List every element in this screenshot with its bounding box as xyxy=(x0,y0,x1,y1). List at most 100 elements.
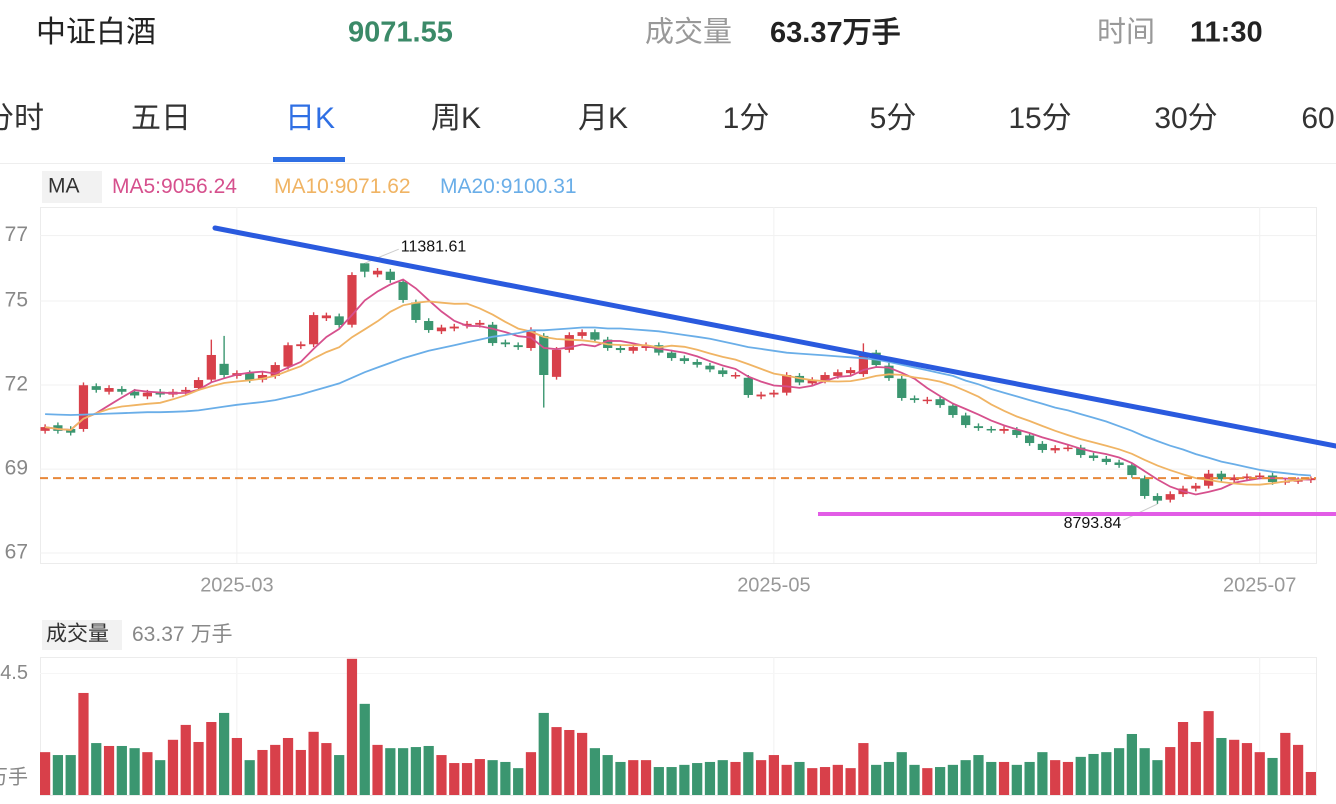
candle-body xyxy=(449,326,459,329)
x-tick-label: 2025-03 xyxy=(200,574,273,596)
candle-body xyxy=(551,349,562,377)
volume-bar xyxy=(231,737,243,795)
volume-bar xyxy=(257,749,268,795)
candle-body xyxy=(909,398,920,401)
volume-bar xyxy=(538,712,549,795)
tab[interactable]: 1分 xyxy=(723,102,770,135)
volume-bar xyxy=(922,768,933,795)
volume-bar xyxy=(218,712,230,795)
volume-bar xyxy=(1011,764,1022,795)
ma-legend-name: MA20: xyxy=(440,175,501,198)
candle-body xyxy=(270,365,280,376)
volume-bar xyxy=(896,752,907,795)
tab[interactable]: 30分 xyxy=(1154,102,1217,135)
volume-bar xyxy=(1088,753,1099,795)
volume-bar xyxy=(717,760,728,795)
volume-bar xyxy=(52,755,64,795)
candle-body xyxy=(986,428,996,431)
candle-body xyxy=(257,374,268,380)
volume-bar xyxy=(551,727,562,795)
candle-body xyxy=(475,322,485,325)
volume-bar xyxy=(934,767,946,795)
candle-body xyxy=(1037,443,1047,451)
tab-bar: 分时 五日 日K 周K 月K 1分 5分 15分 30分 60 xyxy=(0,102,1335,135)
volume-bar xyxy=(40,752,51,795)
volume-panel xyxy=(40,657,1317,796)
volume-bar xyxy=(295,749,306,795)
volume-bar xyxy=(397,748,409,795)
candle-body xyxy=(66,428,76,433)
volume-bar xyxy=(1216,737,1227,795)
volume-bar xyxy=(1267,757,1278,795)
candle-body xyxy=(424,321,434,331)
tab[interactable]: 5分 xyxy=(870,102,917,135)
volume-bar xyxy=(986,761,997,795)
candle-body xyxy=(142,392,153,397)
volume-bar xyxy=(692,763,703,795)
candle-body xyxy=(667,352,677,359)
volume-bar xyxy=(385,748,396,795)
ma-legend-value: 9071.62 xyxy=(335,175,411,198)
candle-body xyxy=(78,385,89,429)
volume-bar xyxy=(1241,743,1253,795)
ma-badge xyxy=(42,171,102,203)
last-price: 9071.55 xyxy=(348,17,453,49)
volume-bar xyxy=(730,761,741,795)
tab[interactable]: 五日 xyxy=(131,102,191,135)
volume-bar xyxy=(1280,732,1291,795)
tab[interactable]: 周K xyxy=(431,102,481,135)
candle-body xyxy=(411,302,421,320)
tab[interactable]: 日K xyxy=(285,102,335,135)
candle-body xyxy=(1216,473,1226,480)
volume-bar xyxy=(270,744,281,795)
volume-bar xyxy=(244,760,255,795)
ma-legend: MA20:9100.31 xyxy=(440,175,577,198)
volume-bar xyxy=(845,768,856,795)
tab[interactable]: 60 xyxy=(1301,102,1334,135)
volume-bar xyxy=(1165,747,1176,795)
volume-bar xyxy=(679,764,690,795)
tab[interactable]: 月K xyxy=(578,102,628,135)
candle-body xyxy=(1114,462,1124,465)
volume-legend-number: 63.37 xyxy=(132,623,185,646)
volume-bar xyxy=(321,743,332,795)
volume-number: 63.37 xyxy=(770,17,843,49)
candle-body xyxy=(858,352,868,375)
volume-bar xyxy=(1024,761,1035,795)
y-tick-label: 69 xyxy=(5,457,28,480)
volume-bar xyxy=(155,760,166,795)
y-tick-label: 77 xyxy=(5,223,28,246)
candle-body xyxy=(590,332,600,340)
candle-body xyxy=(1088,455,1099,459)
volume-bar xyxy=(1152,760,1163,795)
candle-body xyxy=(615,348,626,351)
candle-body xyxy=(807,380,817,384)
ma-legend-name: MA10: xyxy=(274,175,335,198)
tab[interactable]: 15分 xyxy=(1008,102,1071,135)
candle-body xyxy=(1242,476,1252,479)
candle-body xyxy=(385,271,395,280)
volume-bar xyxy=(1305,771,1316,795)
candle-body xyxy=(1140,478,1150,496)
volume-bar xyxy=(1037,752,1048,795)
candle-body xyxy=(462,323,472,326)
volume-bar xyxy=(858,743,869,795)
candle-body xyxy=(922,399,932,402)
candle-body xyxy=(769,392,779,395)
volume-bar xyxy=(461,763,473,795)
volume-bar xyxy=(1190,741,1201,795)
ma-line xyxy=(44,278,1311,496)
volume-bar xyxy=(436,755,447,795)
candle-body xyxy=(743,377,753,396)
volume-bar xyxy=(973,755,984,795)
tab[interactable]: 分时 xyxy=(0,102,44,135)
ma-label: MA xyxy=(48,175,80,198)
volume-bar xyxy=(91,743,102,795)
candle-body xyxy=(104,388,114,392)
candle-body xyxy=(961,415,971,426)
candle-body xyxy=(897,378,907,398)
volume-bar xyxy=(1292,744,1304,795)
volume-bar xyxy=(1101,752,1112,795)
volume-bar xyxy=(998,761,1010,795)
high-leader xyxy=(364,248,399,264)
